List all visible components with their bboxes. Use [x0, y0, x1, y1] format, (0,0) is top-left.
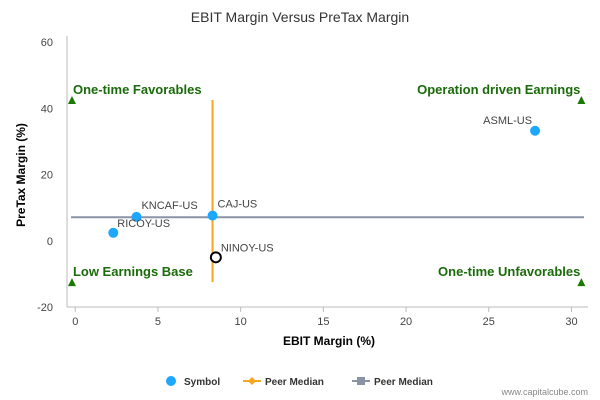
legend-marker-symbol — [166, 376, 176, 386]
data-point — [207, 210, 218, 221]
y-tick-label: 0 — [47, 236, 53, 248]
legend-marker-peer-median-ebit — [248, 377, 256, 385]
y-tick-label: -20 — [37, 302, 53, 314]
x-tick-label: 20 — [400, 316, 412, 328]
y-axis-title: PreTax Margin (%) — [14, 123, 28, 227]
data-point-label: RICOY-US — [117, 218, 170, 230]
y-tick-label: 60 — [41, 37, 53, 49]
quadrant-marker-top-right — [577, 95, 586, 104]
legend-marker-peer-median-pretax — [357, 377, 365, 385]
plot-area: 0 5 10 15 20 25 30 -20 0 20 40 60 One-time Favorable… — [37, 36, 588, 328]
legend-label: Peer Median — [374, 377, 433, 388]
x-tick-label: 25 — [483, 316, 495, 328]
x-tick-label: 30 — [565, 316, 577, 328]
data-point-label: CAJ-US — [218, 199, 258, 211]
x-tick-label: 15 — [317, 316, 329, 328]
y-tick-label: 40 — [41, 103, 53, 115]
quadrant-label-top-left: One-time Favorables — [73, 82, 202, 97]
quadrant-label-top-right: Operation driven Earnings — [417, 82, 580, 97]
x-tick-label: 0 — [72, 316, 78, 328]
x-axis-title: EBIT Margin (%) — [283, 334, 375, 348]
chart-title: EBIT Margin Versus PreTax Margin — [191, 9, 409, 25]
data-point-label: NINOY-US — [221, 242, 274, 254]
data-point — [530, 125, 541, 136]
data-point — [108, 227, 119, 238]
legend-label: Peer Median — [265, 377, 324, 388]
x-tick-label: 5 — [155, 316, 161, 328]
legend: Symbol Peer Median Peer Median — [166, 376, 433, 388]
quadrant-marker-top-left — [67, 95, 76, 104]
data-point-highlight — [209, 251, 222, 264]
legend-label: Symbol — [184, 377, 220, 388]
data-point-label: KNCAF-US — [141, 200, 197, 212]
quadrant-label-bottom-left: Low Earnings Base — [73, 264, 193, 279]
credit-text: www.capitalcube.com — [500, 387, 588, 397]
x-tick-label: 10 — [235, 316, 247, 328]
quadrant-label-bottom-right: One-time Unfavorables — [438, 264, 580, 279]
data-point-label: ASML-US — [483, 115, 532, 127]
quadrant-marker-bottom-right — [577, 278, 586, 287]
data-point — [131, 211, 142, 222]
y-tick-label: 20 — [41, 170, 53, 182]
quadrant-marker-bottom-left — [67, 278, 76, 287]
